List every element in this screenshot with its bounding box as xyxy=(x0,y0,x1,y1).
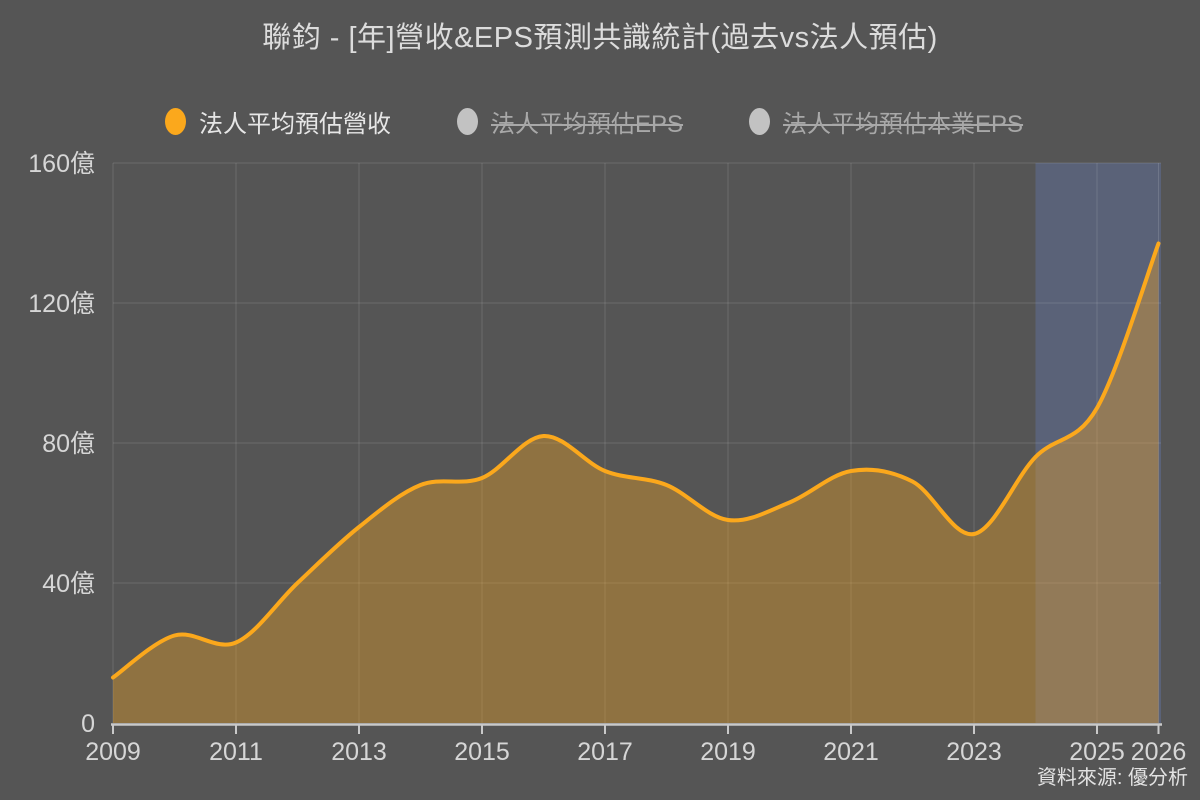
x-axis-label: 2025 xyxy=(1069,738,1125,766)
legend-marker-core-eps-icon xyxy=(749,108,771,135)
legend-label-revenue: 法人平均預估營收 xyxy=(199,111,391,138)
legend-marker-eps-icon xyxy=(457,108,478,135)
x-axis-label: 2019 xyxy=(700,738,756,766)
legend-marker-revenue-icon xyxy=(165,108,186,135)
y-axis-label: 80億 xyxy=(42,430,95,458)
x-axis-label: 2009 xyxy=(85,738,141,766)
x-axis-label: 2015 xyxy=(454,738,510,766)
legend-label-eps: 法人平均預估EPS xyxy=(491,111,684,138)
x-axis-label: 2023 xyxy=(946,738,1002,766)
legend: 法人平均預估營收 法人平均預估EPS 法人平均預估本業EPS xyxy=(165,104,1023,139)
x-axis-label: 2017 xyxy=(577,738,633,766)
x-axis-label: 2011 xyxy=(209,738,263,766)
revenue-area xyxy=(113,243,1159,723)
y-axis-label: 0 xyxy=(81,710,95,738)
legend-label-core-eps: 法人平均預估本業EPS xyxy=(783,111,1024,138)
legend-item-eps[interactable]: 法人平均預估EPS xyxy=(457,104,683,139)
chart-title: 聯鈞 - [年]營收&EPS預測共識統計(過去vs法人預估) xyxy=(262,22,938,54)
x-axis-label: 2013 xyxy=(331,738,387,766)
legend-item-core-eps[interactable]: 法人平均預估本業EPS xyxy=(749,104,1023,139)
x-axis-label: 2026 xyxy=(1131,738,1187,766)
legend-item-revenue[interactable]: 法人平均預估營收 xyxy=(165,104,391,139)
revenue-line[interactable] xyxy=(111,241,1161,680)
x-axis-label: 2021 xyxy=(823,738,879,766)
y-axis-label: 160億 xyxy=(28,150,95,178)
y-axis-label: 40億 xyxy=(42,570,95,598)
y-axis-label: 120億 xyxy=(28,290,95,318)
source-note: 資料來源: 優分析 xyxy=(1036,767,1188,789)
